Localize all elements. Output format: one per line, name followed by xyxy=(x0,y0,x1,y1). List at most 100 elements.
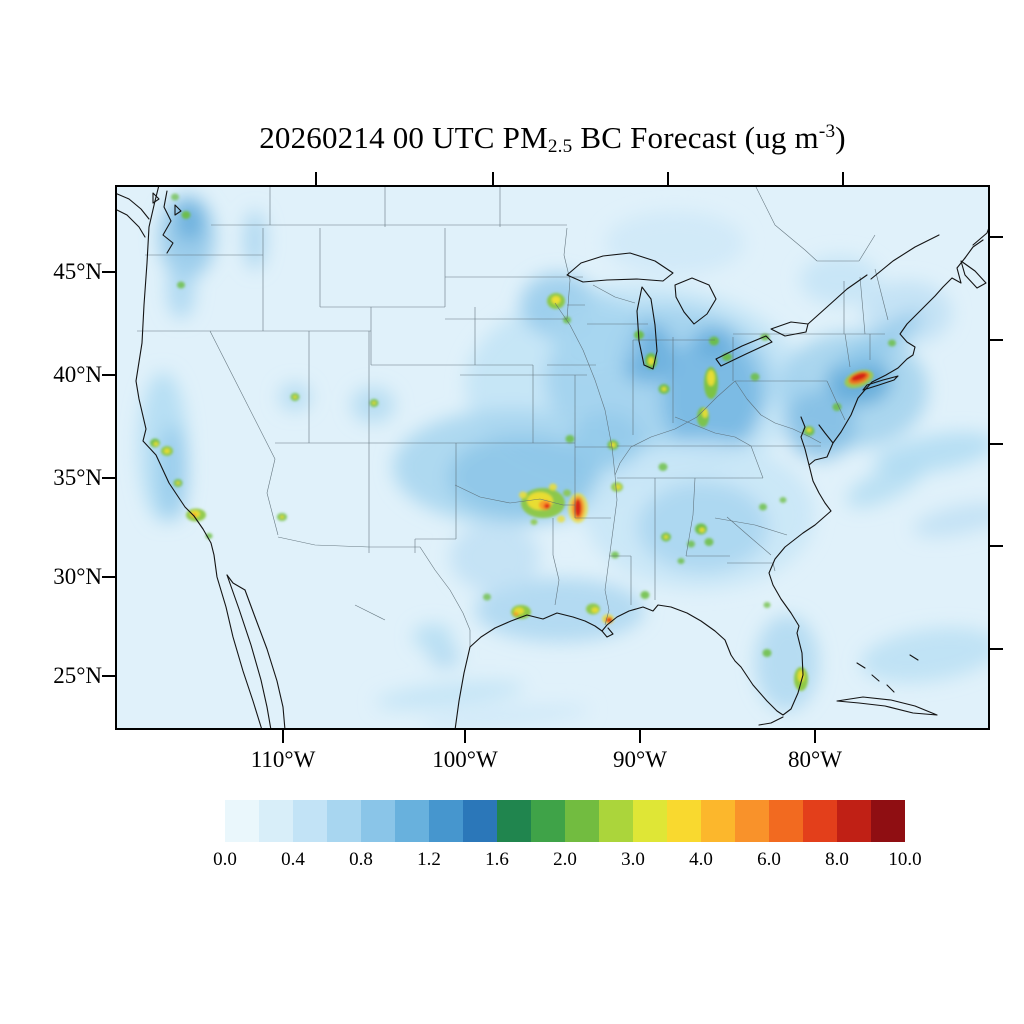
concentration-blob xyxy=(177,201,203,241)
concentration-blob xyxy=(763,602,771,608)
concentration-blob xyxy=(762,649,772,657)
title-prefix: 20260214 00 UTC PM xyxy=(259,120,548,155)
lon-tick-mark-top xyxy=(667,172,669,185)
concentration-blob xyxy=(851,372,867,382)
concentration-blob xyxy=(557,515,565,523)
colorbar-box xyxy=(429,800,463,842)
colorbar-tick-label: 0.8 xyxy=(349,849,373,870)
concentration-blob xyxy=(563,489,571,497)
concentration-blob xyxy=(755,615,819,711)
concentration-blob xyxy=(544,503,550,509)
lat-tick-mark-right xyxy=(990,235,1003,238)
concentration-blob xyxy=(164,448,170,454)
concentration-blob xyxy=(888,339,896,347)
concentration-blob xyxy=(687,540,695,548)
concentration-blob xyxy=(709,336,719,346)
lon-tick-mark xyxy=(282,730,284,743)
colorbar-tick-label: 6.0 xyxy=(757,849,781,870)
lon-tick-mark-top xyxy=(314,172,317,185)
lat-tick-mark-right xyxy=(990,338,1003,341)
concentration-blob xyxy=(551,296,561,304)
concentration-blob xyxy=(513,612,519,616)
concentration-blob xyxy=(375,680,525,710)
concentration-blob xyxy=(177,281,185,289)
colorbar-box xyxy=(259,800,293,842)
lat-tick-label: 40°N xyxy=(53,361,102,387)
colorbar-tick-label: 1.2 xyxy=(417,849,441,870)
colorbar xyxy=(225,800,905,842)
concentration-blob xyxy=(572,412,642,468)
lat-tick-mark-right xyxy=(990,647,1003,650)
concentration-blob xyxy=(158,425,188,521)
concentration-blob xyxy=(293,395,297,399)
concentration-blob xyxy=(413,624,453,650)
lat-tick-mark xyxy=(102,476,115,479)
title-suffix: ) xyxy=(835,120,846,155)
title-subscript: 2.5 xyxy=(547,136,573,158)
plot-frame xyxy=(115,185,990,730)
concentration-blob xyxy=(832,403,842,411)
colorbar-box xyxy=(735,800,769,842)
concentration-blob xyxy=(658,463,668,471)
colorbar-tick-label: 2.0 xyxy=(553,849,577,870)
state-borders xyxy=(137,185,889,647)
lat-tick-mark xyxy=(102,576,115,579)
colorbar-labels: 0.0 0.4 0.8 1.2 1.6 2.0 3.0 4.0 6.0 8.0 10.0 xyxy=(213,849,922,875)
concentration-blob xyxy=(779,497,787,503)
colorbar-box xyxy=(837,800,871,842)
concentration-blob xyxy=(591,607,599,613)
concentration-blob xyxy=(699,527,705,533)
concentration-blob xyxy=(704,538,714,546)
colorbar-box xyxy=(871,800,905,842)
concentration-blob xyxy=(648,357,654,365)
concentration-blob xyxy=(912,503,990,537)
concentration-blob xyxy=(420,704,590,730)
concentration-blob xyxy=(806,427,812,433)
colorbar-tick-label: 4.0 xyxy=(689,849,713,870)
colorbar-box xyxy=(293,800,327,842)
concentration-blob xyxy=(615,484,621,490)
colorbar-box xyxy=(803,800,837,842)
colorbar-box xyxy=(497,800,531,842)
lon-tick-mark-top xyxy=(492,172,494,185)
concentration-blob xyxy=(707,370,715,386)
colorbar-tick-label: 3.0 xyxy=(621,849,645,870)
lat-tick-mark xyxy=(102,674,115,677)
concentration-blob xyxy=(836,311,924,375)
lon-tick-mark xyxy=(464,730,466,743)
colorbar-box xyxy=(701,800,735,842)
concentration-blob xyxy=(750,373,760,381)
concentration-blob xyxy=(483,593,491,601)
concentration-blob xyxy=(608,618,612,622)
concentration-blob xyxy=(759,503,767,511)
concentration-blob xyxy=(722,353,732,361)
concentration-blob xyxy=(191,513,197,517)
concentration-blob xyxy=(702,408,708,418)
colorbar-tick-label: 8.0 xyxy=(825,849,849,870)
lat-tick-mark-right xyxy=(990,442,1003,445)
lat-tick-label: 25°N xyxy=(53,662,102,688)
concentration-blob xyxy=(181,211,191,219)
concentration-blob xyxy=(860,627,990,683)
concentration-blob xyxy=(846,462,924,508)
lon-tick-mark-top xyxy=(842,172,844,185)
colorbar-box xyxy=(361,800,395,842)
lat-tick-label: 35°N xyxy=(53,464,102,490)
title-mid: BC Forecast (ug m xyxy=(572,120,819,155)
concentration-blob xyxy=(167,259,195,319)
concentration-blob xyxy=(475,578,645,642)
concentration-blob xyxy=(677,558,685,564)
concentration-blob xyxy=(176,481,180,485)
concentration-blob xyxy=(605,211,745,275)
concentration-blob xyxy=(153,441,159,447)
colorbar-tick-label: 0.4 xyxy=(281,849,305,870)
colorbar-box xyxy=(667,800,701,842)
lat-tick-label: 45°N xyxy=(53,258,102,284)
concentration-blob xyxy=(550,295,640,375)
colorbar-box xyxy=(599,800,633,842)
colorbar-box xyxy=(565,800,599,842)
lat-tick-label: 30°N xyxy=(53,564,102,590)
colorbar-tick-label: 10.0 xyxy=(888,849,922,870)
colorbar-box xyxy=(395,800,429,842)
